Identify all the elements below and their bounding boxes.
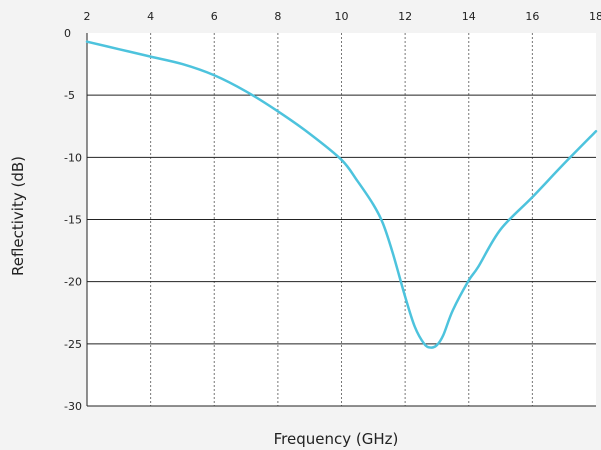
x-axis-title: Frequency (GHz): [274, 430, 399, 448]
y-tick-label: -25: [64, 338, 82, 351]
y-tick-label: -10: [64, 151, 82, 164]
x-tick-label: 8: [274, 10, 281, 23]
x-tick-label: 16: [525, 10, 539, 23]
x-tick-label: 6: [211, 10, 218, 23]
y-tick-labels: 0 -5 -10 -15 -20 -25 -30: [64, 27, 82, 413]
x-tick-label: 12: [398, 10, 412, 23]
x-tick-label: 18: [589, 10, 601, 23]
x-tick-label: 2: [84, 10, 91, 23]
y-axis-title: Reflectivity (dB): [9, 156, 27, 276]
y-tick-label: 0: [64, 27, 71, 40]
y-tick-label: -30: [64, 400, 82, 413]
grid-lines: [87, 33, 596, 406]
x-tick-label: 10: [335, 10, 349, 23]
x-tick-labels: 2 4 6 8 10 12 14 16 18: [84, 10, 601, 23]
plot-frame: [86, 33, 596, 407]
y-tick-label: -15: [64, 214, 82, 227]
x-tick-label: 4: [147, 10, 154, 23]
y-tick-label: -20: [64, 276, 82, 289]
series-line: [85, 40, 598, 349]
y-tick-label: -5: [64, 89, 75, 102]
x-tick-label: 14: [462, 10, 476, 23]
data-series: [85, 40, 598, 349]
